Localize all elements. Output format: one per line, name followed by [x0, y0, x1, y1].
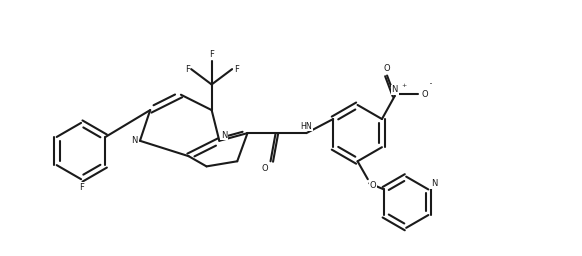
Text: F: F — [79, 183, 84, 192]
Text: O: O — [370, 181, 376, 190]
Text: O: O — [261, 164, 268, 173]
Text: O: O — [422, 90, 428, 99]
Text: HN: HN — [300, 122, 312, 131]
Text: F: F — [233, 65, 239, 74]
Text: ·: · — [428, 78, 432, 91]
Text: O: O — [384, 65, 391, 73]
Text: F: F — [184, 65, 190, 74]
Text: F: F — [209, 50, 214, 59]
Text: N: N — [431, 179, 437, 188]
Text: +: + — [401, 83, 406, 88]
Text: N: N — [221, 131, 227, 140]
Text: N: N — [131, 136, 137, 145]
Text: N: N — [392, 86, 398, 94]
